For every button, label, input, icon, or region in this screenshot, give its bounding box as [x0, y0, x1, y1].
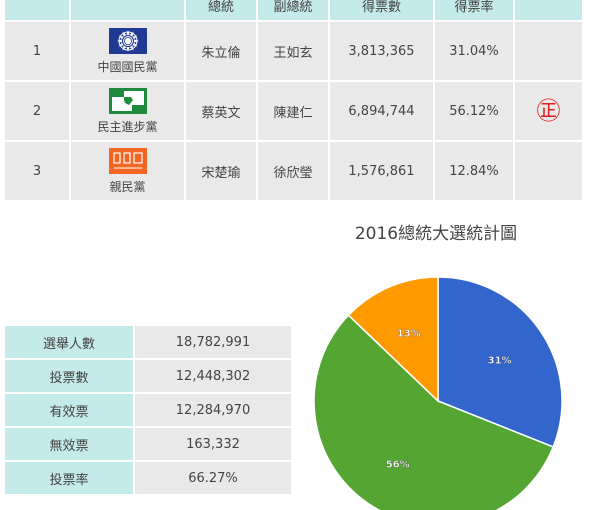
pie-slice-label: 13%	[397, 329, 421, 340]
table-header-row: 總統 副總統 得票數 得票率	[5, 0, 584, 22]
vote-count: 3,813,365	[329, 21, 435, 82]
winner-cell	[514, 21, 584, 82]
header-votes: 得票數	[329, 0, 435, 22]
vice-president-name: 王如玄	[257, 21, 330, 82]
president-name: 朱立倫	[185, 21, 258, 82]
pie-slice-label: 56%	[386, 460, 410, 471]
stats-value: 12,284,970	[134, 393, 293, 428]
vote-rate: 31.04%	[434, 21, 515, 82]
winner-mark: ㊣	[536, 97, 561, 125]
party-cell: 親民黨	[70, 141, 186, 202]
header-vote-rate: 得票率	[434, 0, 515, 22]
vote-share-pie-chart: 31% 56% 13%	[313, 276, 563, 510]
header-party	[70, 0, 186, 22]
vote-count: 6,894,744	[329, 81, 435, 142]
pie-slice-label: 31%	[488, 355, 512, 366]
stats-label: 投票數	[5, 359, 135, 394]
vote-count: 1,576,861	[329, 141, 435, 202]
stats-row: 無效票 163,332	[5, 427, 293, 462]
stats-value: 12,448,302	[134, 359, 293, 394]
candidate-results-table: 總統 副總統 得票數 得票率 1	[5, 0, 584, 202]
pfp-logo	[108, 147, 147, 174]
stats-value: 66.27%	[134, 461, 293, 496]
vote-rate: 12.84%	[434, 141, 515, 202]
pie-slice-1	[437, 276, 563, 448]
stats-label: 選舉人數	[5, 326, 135, 360]
table-row: 3 親民黨 宋楚瑜 徐欣瑩 1,576,861 12.84%	[5, 141, 584, 202]
winner-cell	[514, 141, 584, 202]
party-name: 民主進步黨	[97, 119, 158, 134]
president-name: 宋楚瑜	[185, 141, 258, 202]
header-president: 總統	[185, 0, 258, 22]
party-cell: 中國國民黨	[70, 21, 186, 82]
party-cell: 民主進步黨	[70, 81, 186, 142]
candidate-number: 2	[5, 81, 71, 142]
chart-title: 2016總統大選統計圖	[354, 224, 518, 244]
president-name: 蔡英文	[185, 81, 258, 142]
vote-rate: 56.12%	[434, 81, 515, 142]
winner-cell: ㊣	[514, 81, 584, 142]
stats-row: 有效票 12,284,970	[5, 393, 293, 428]
party-name: 親民黨	[109, 179, 146, 194]
stats-row: 投票數 12,448,302	[5, 359, 293, 394]
vice-president-name: 陳建仁	[257, 81, 330, 142]
kmt-logo	[108, 27, 147, 54]
stats-value: 163,332	[134, 427, 293, 462]
stats-row: 投票率 66.27%	[5, 461, 293, 496]
pie-slice-3	[347, 276, 439, 403]
candidate-number: 1	[5, 21, 71, 82]
stats-row: 選舉人數 18,782,991	[5, 326, 293, 360]
stats-label: 有效票	[5, 393, 135, 428]
stats-label: 投票率	[5, 461, 135, 496]
stats-label: 無效票	[5, 427, 135, 462]
dpp-logo	[108, 87, 147, 114]
candidate-number: 3	[5, 141, 71, 202]
election-stats-table: 選舉人數 18,782,991 投票數 12,448,302 有效票 12,28…	[5, 326, 293, 496]
header-vice-president: 副總統	[257, 0, 330, 22]
table-row: 2 民主進步黨 蔡英文 陳建仁 6,894,744 56.12% ㊣	[5, 81, 584, 142]
table-row: 1	[5, 21, 584, 82]
header-winner	[514, 0, 584, 22]
header-no	[5, 0, 71, 22]
vice-president-name: 徐欣瑩	[257, 141, 330, 202]
pie-slice-2	[313, 314, 555, 510]
stats-value: 18,782,991	[134, 326, 293, 360]
party-name: 中國國民黨	[97, 59, 158, 74]
